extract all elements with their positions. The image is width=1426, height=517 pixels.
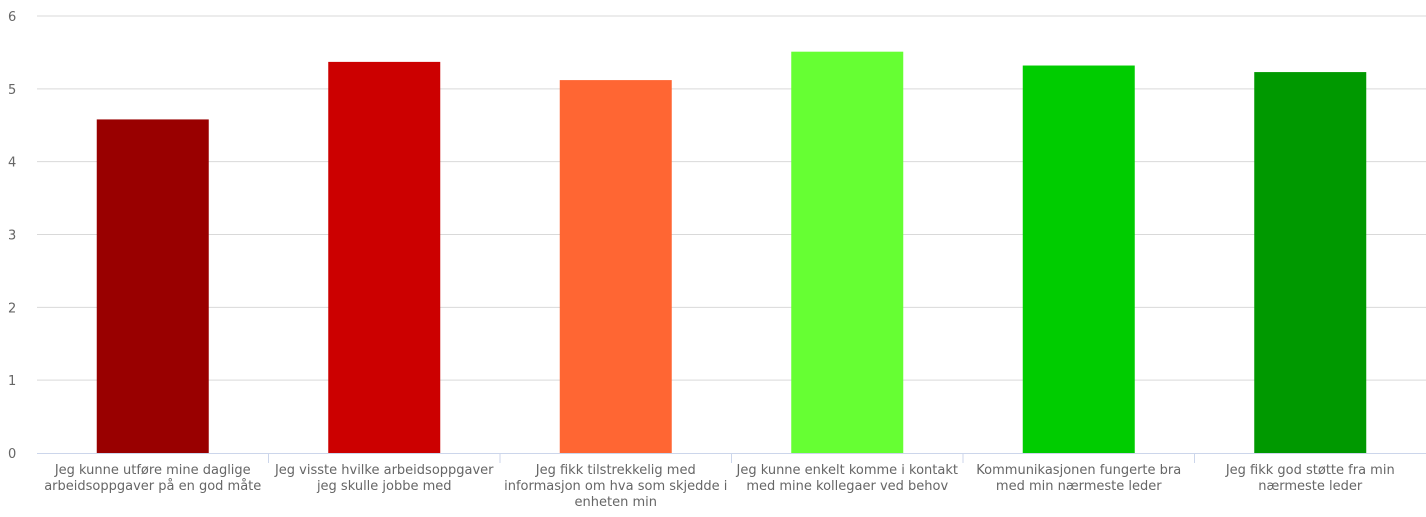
gridlines (37, 15, 1426, 381)
y-tick-label: 2 (8, 301, 16, 316)
bar (791, 51, 904, 454)
bar (1022, 65, 1135, 453)
y-tick-label: 5 (8, 83, 16, 98)
x-category-label: Jeg kunne enkelt komme i kontakt med min… (736, 463, 958, 494)
bar (96, 119, 209, 453)
x-axis (37, 453, 1426, 463)
y-tick-label: 4 (8, 156, 16, 171)
bar (328, 61, 441, 453)
x-category-label: Kommunikasjonen fungerte bra med min nær… (976, 463, 1182, 494)
bar (559, 80, 672, 454)
y-axis-ticks: 0 1 2 3 4 5 6 (8, 10, 16, 462)
bars (96, 51, 1367, 454)
x-category-label: Jeg visste hvilke arbeidsoppgaver jeg sk… (274, 463, 494, 494)
y-tick-label: 0 (8, 447, 16, 462)
y-tick-label: 1 (8, 374, 16, 389)
y-tick-label: 6 (8, 10, 16, 25)
x-category-label: Jeg fikk tilstrekkelig med informasjon o… (504, 463, 728, 510)
y-tick-label: 3 (8, 229, 16, 244)
x-category-label: Jeg kunne utføre mine daglige arbeidsopp… (44, 463, 262, 494)
bar (1254, 72, 1367, 453)
x-category-label: Jeg fikk god støtte fra min nærmeste led… (1225, 463, 1395, 494)
